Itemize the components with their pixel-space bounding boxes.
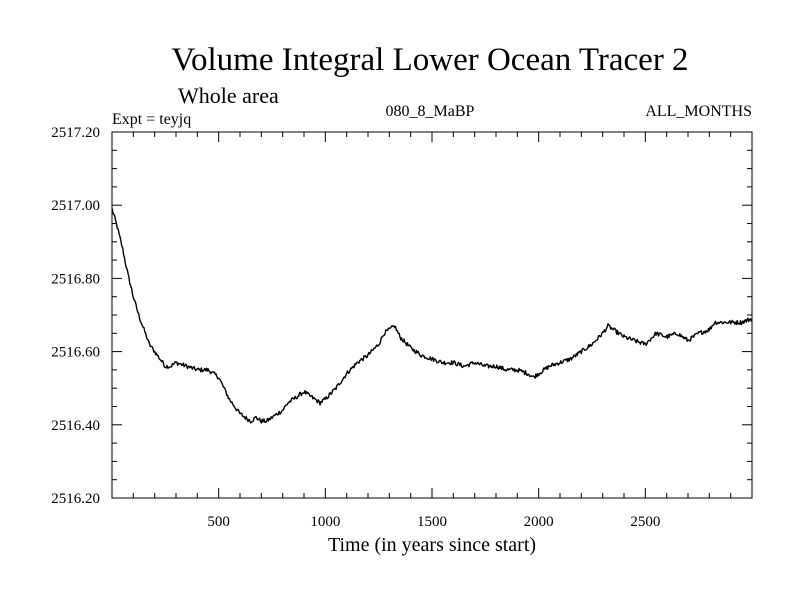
x-axis-label: Time (in years since start) [328, 534, 536, 556]
series-line [111, 208, 753, 424]
x-tick-label: 1500 [417, 514, 447, 530]
y-tick-label: 2516.60 [51, 345, 100, 361]
series-layer [111, 208, 753, 424]
x-axis: 500 1000 1500 2000 2500 [132, 132, 732, 530]
x-tick-label: 1000 [310, 514, 340, 530]
y-tick-label: 2516.40 [51, 418, 100, 434]
x-tick-label: 500 [207, 514, 230, 530]
run-label: 080_8_MaBP [386, 103, 475, 120]
y-axis: 2516.20 2516.40 2516.60 2516.80 2517.00 2517.… [51, 125, 752, 507]
x-tick-label: 2500 [630, 514, 660, 530]
plot-frame [111, 131, 753, 499]
chart-subtitle: Whole area [178, 83, 279, 108]
x-tick-label: 2000 [524, 514, 554, 530]
y-tick-label: 2517.20 [51, 125, 100, 141]
y-tick-label: 2516.80 [51, 271, 100, 287]
experiment-label: Expt = teyjq [112, 111, 191, 128]
months-label: ALL_MONTHS [645, 103, 752, 120]
y-tick-label: 2517.00 [51, 198, 100, 214]
chart-title: Volume Integral Lower Ocean Tracer 2 [171, 42, 688, 78]
y-tick-label: 2516.20 [51, 491, 100, 507]
